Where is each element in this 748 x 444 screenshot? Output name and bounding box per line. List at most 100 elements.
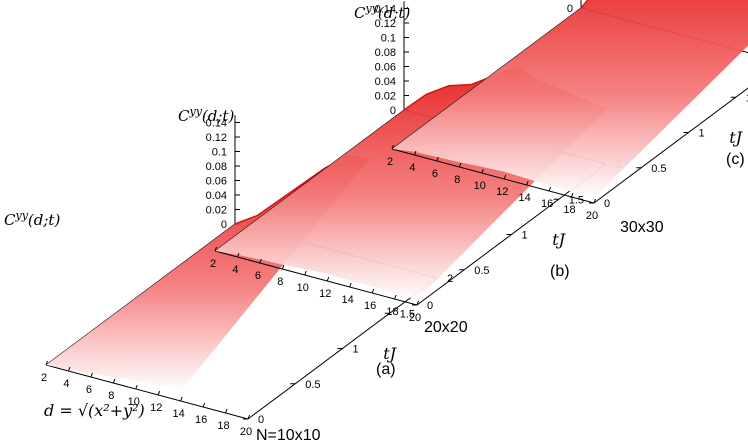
x-tick-label: 14	[342, 294, 354, 306]
x-tick-label: 20	[409, 312, 421, 324]
x-tick	[503, 174, 507, 180]
x-tick-label: 14	[173, 408, 185, 420]
x-tick-label: 2	[210, 258, 216, 270]
y-tick-label: 0	[258, 414, 264, 426]
x-tick	[157, 390, 161, 396]
size-label: N=10x10	[256, 427, 321, 444]
z-axis-label: Cyy(d;t)	[178, 105, 234, 125]
z-tick-label: 0.06	[206, 176, 227, 188]
x-tick-label: 16	[364, 300, 376, 312]
y-tick-label: 2	[447, 273, 453, 285]
z-tick-label: 0.04	[375, 76, 396, 88]
panel-label: (b)	[550, 263, 570, 280]
z-tick-label: 0	[567, 3, 573, 15]
z-tick-label: 0.12	[206, 132, 227, 144]
y-tick-label: 0.5	[305, 379, 320, 391]
x-tick-label: 10	[474, 180, 486, 192]
z-tick-label: 0.14	[375, 4, 396, 16]
x-tick	[458, 162, 462, 168]
x-tick-label: 14	[519, 192, 531, 204]
surface	[392, 0, 748, 198]
x-tick	[371, 288, 375, 294]
x-axis-line	[391, 148, 595, 204]
panel-label: (a)	[376, 361, 396, 378]
y-tick-label: 0.5	[474, 265, 489, 277]
y-axis-label: tJ	[552, 230, 566, 249]
x-tick	[259, 258, 262, 264]
y-axis-label: tJ	[729, 128, 743, 147]
x-axis-line	[214, 250, 418, 306]
x-tick	[135, 384, 138, 390]
x-tick	[281, 264, 285, 270]
x-tick-label: 18	[386, 306, 398, 318]
x-tick	[526, 180, 529, 186]
x-tick	[90, 372, 93, 378]
y-tick-label: 0	[604, 198, 610, 210]
z-axis-label: Cyy(d;t)	[4, 209, 60, 229]
x-tick-label: 4	[63, 378, 69, 390]
y-tick-label: 1	[353, 344, 359, 356]
x-tick	[436, 156, 439, 162]
y-tick-label: 1.5	[746, 92, 748, 104]
z-tick-label: 0.14	[206, 118, 227, 130]
x-tick	[202, 402, 206, 408]
x-axis-label: d = √(x²+y²)	[44, 401, 145, 420]
x-tick	[394, 294, 397, 300]
x-tick	[571, 192, 574, 198]
z-tick-label: 0.04	[206, 190, 227, 202]
x-tick	[214, 246, 217, 252]
x-axis-line	[45, 364, 249, 420]
x-tick	[413, 150, 417, 156]
x-tick-label: 18	[563, 204, 575, 216]
x-tick	[481, 168, 484, 174]
x-tick-label: 10	[128, 396, 140, 408]
x-tick	[349, 282, 352, 288]
z-tick-label: 0.08	[206, 161, 227, 173]
x-tick-label: 2	[387, 156, 393, 168]
z-tick-label: 0.02	[375, 91, 396, 103]
x-tick-label: 8	[454, 174, 460, 186]
x-tick	[236, 252, 240, 258]
x-tick-label: 20	[586, 210, 598, 222]
x-tick	[416, 300, 419, 306]
x-tick	[67, 366, 71, 372]
z-tick-label: 0	[390, 105, 396, 117]
x-tick-label: 12	[150, 402, 162, 414]
y-tick-label: 1	[522, 230, 528, 242]
x-tick-label: 4	[409, 162, 415, 174]
x-tick-label: 20	[240, 426, 252, 438]
x-tick-label: 6	[432, 168, 438, 180]
y-axis-label: tJ	[383, 344, 397, 363]
z-tick-label: 0.06	[375, 62, 396, 74]
x-tick-label: 8	[277, 276, 283, 288]
z-tick-label: 0	[221, 219, 227, 231]
size-label: 20x20	[424, 319, 468, 336]
x-tick-label: 12	[319, 288, 331, 300]
z-tick-label: 0.02	[206, 205, 227, 217]
x-tick	[112, 378, 116, 384]
panel-label: (c)	[726, 151, 745, 168]
x-tick	[326, 276, 330, 282]
x-tick-label: 6	[255, 270, 261, 282]
x-tick-label: 12	[496, 186, 508, 198]
y-tick-label: 0	[427, 300, 433, 312]
y-tick-label: 1.5	[400, 308, 415, 320]
x-tick-label: 4	[232, 264, 238, 276]
x-tick-label: 16	[195, 414, 207, 426]
x-tick	[391, 144, 394, 150]
x-tick	[180, 396, 183, 402]
x-tick	[548, 186, 552, 192]
z-tick-label: 0.02	[552, 0, 573, 1]
size-label: 30x30	[620, 219, 664, 236]
x-tick	[45, 360, 48, 366]
x-tick	[225, 408, 228, 414]
x-tick	[304, 270, 307, 276]
z-axis-label: Cyy(d;t)	[354, 2, 410, 22]
z-tick-label: 0.12	[375, 18, 396, 30]
x-tick	[593, 198, 596, 204]
x-tick-label: 10	[297, 282, 309, 294]
x-tick-label: 16	[541, 198, 553, 210]
z-tick-label: 0.08	[375, 47, 396, 59]
x-tick-label: 6	[86, 384, 92, 396]
z-tick-label: 0.1	[212, 147, 227, 159]
